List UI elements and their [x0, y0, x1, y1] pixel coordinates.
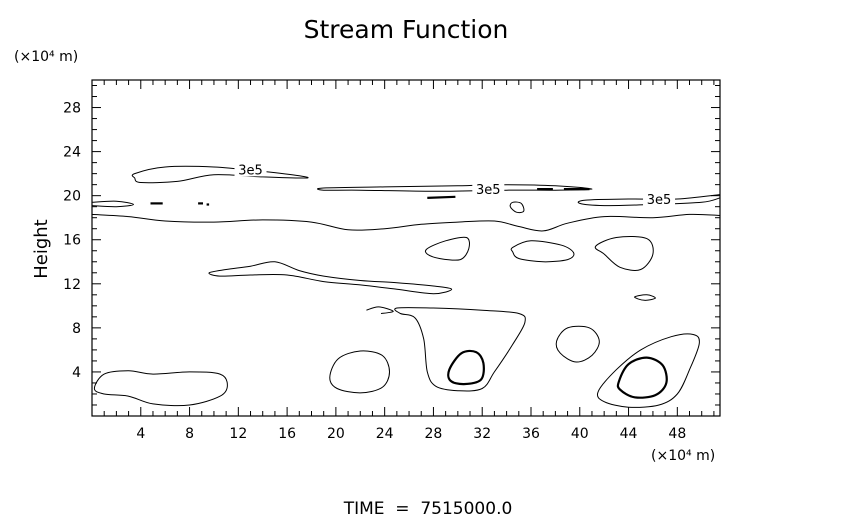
contour-line-3	[131, 165, 309, 184]
y-tick-label: 16	[63, 233, 81, 249]
contour-line-7	[510, 240, 575, 263]
x-tick-label: 36	[522, 426, 540, 442]
y-tick-label: 4	[72, 365, 81, 381]
y-tick-label: 28	[63, 101, 81, 117]
contour-line-18	[93, 370, 228, 407]
contour-line-1	[91, 200, 135, 208]
plot-frame	[91, 79, 721, 417]
contour-segment-3	[427, 195, 456, 199]
x-tick-label: 48	[668, 426, 686, 442]
x-tick-label: 32	[473, 426, 491, 442]
contour-line-16	[596, 333, 700, 408]
time-footer: TIME = 7515000.0	[343, 499, 513, 519]
x-unit-label: (×10⁴ m)	[651, 448, 715, 464]
contour-line-11	[634, 294, 656, 301]
y-tick-label: 24	[63, 145, 81, 161]
contour-line-5	[509, 201, 525, 214]
contour-line-6	[424, 236, 470, 261]
y-axis-label: Height	[31, 219, 52, 279]
contour-label-bg-0	[234, 162, 267, 177]
x-tick-label: 4	[136, 426, 145, 442]
x-tick-label: 40	[571, 426, 589, 442]
contour-label-bg-1	[472, 182, 505, 197]
x-tick-label: 24	[376, 426, 394, 442]
y-tick-label: 8	[72, 321, 81, 337]
contour-line-10	[366, 306, 394, 314]
contour-line-8	[594, 236, 654, 271]
y-tick-label: 20	[63, 189, 81, 205]
contour-label-bg-2	[643, 192, 676, 207]
x-tick-label: 16	[278, 426, 296, 442]
y-tick-label: 12	[63, 277, 81, 293]
contour-line-0	[91, 213, 721, 232]
contour-line-13	[447, 349, 485, 386]
contour-lines	[91, 165, 721, 408]
contour-line-9	[208, 261, 453, 295]
x-tick-label: 20	[327, 426, 345, 442]
y-unit-label: (×10⁴ m)	[14, 49, 78, 65]
chart-title: Stream Function	[304, 15, 509, 44]
x-tick-label: 8	[185, 426, 194, 442]
contour-line-12	[394, 307, 526, 392]
contour-label-1: 3e5	[476, 183, 501, 198]
contour-label-0: 3e5	[238, 163, 263, 178]
x-tick-label: 12	[229, 426, 247, 442]
contour-label-2: 3e5	[647, 193, 672, 208]
contour-line-17	[616, 356, 668, 399]
contour-labels: 3e5 3e5 3e5	[234, 162, 676, 208]
contour-line-14	[329, 350, 391, 394]
x-tick-label: 28	[425, 426, 443, 442]
contour-line-15	[555, 325, 600, 363]
x-tick-label: 44	[620, 426, 638, 442]
